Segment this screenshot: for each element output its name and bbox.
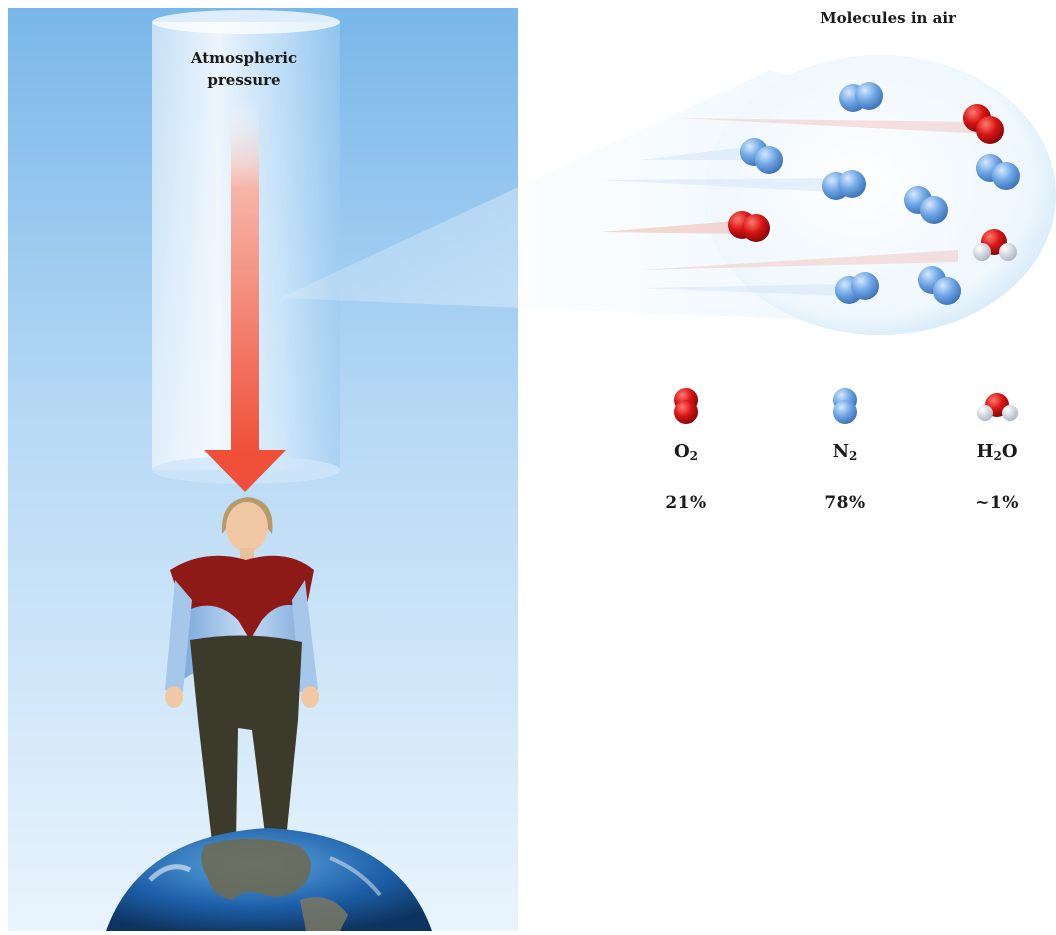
o2-molecule (728, 211, 770, 242)
molecules-in-air-title: Molecules in air (820, 9, 956, 27)
n2-molecule (904, 186, 948, 224)
n2-molecule (839, 82, 883, 112)
earth-globe (106, 828, 432, 931)
person-figure (165, 497, 319, 854)
o2-molecule (963, 104, 1004, 144)
legend-o2-icon (674, 388, 698, 424)
pressure-arrow (204, 100, 286, 492)
n2-molecule (822, 170, 866, 200)
n2-molecule (835, 272, 879, 304)
motion-streaks (600, 118, 986, 296)
legend-h2o-formula: H2O (976, 441, 1018, 463)
legend-h2o-icon (977, 393, 1018, 421)
n2-molecule (976, 154, 1020, 190)
atmospheric-pressure-label: Atmospheric pressure (160, 47, 328, 91)
pressure-label-line1: Atmospheric (190, 49, 298, 67)
pressure-label-line2: pressure (207, 71, 281, 89)
legend-n2-icon (833, 388, 857, 424)
h2o-molecule (973, 229, 1017, 261)
legend-o2-percent: 21% (665, 493, 707, 513)
n2-molecule (740, 138, 783, 174)
legend-n2-percent: 78% (824, 493, 866, 513)
n2-molecule (918, 266, 961, 305)
legend-n2-formula: N2 (832, 441, 858, 463)
legend-h2o-percent: ~1% (975, 493, 1019, 513)
legend-o2-formula: O2 (673, 441, 699, 463)
